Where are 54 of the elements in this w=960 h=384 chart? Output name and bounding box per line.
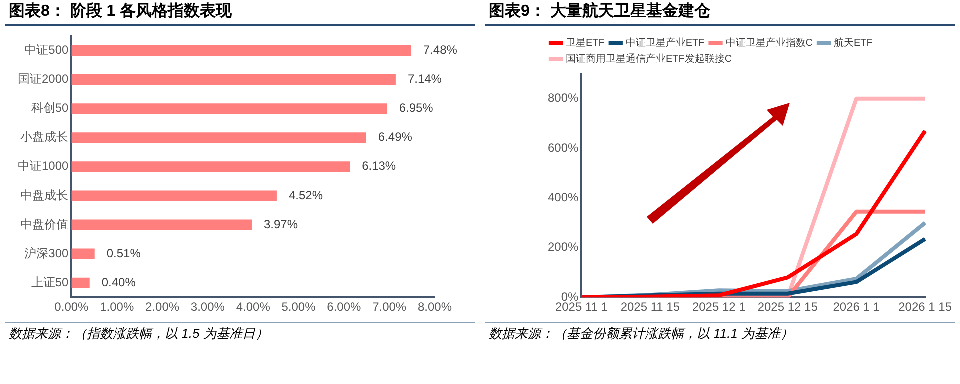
bar: [72, 45, 412, 56]
x-tick-label: 2.00%: [146, 300, 180, 314]
y-tick-label: 200%: [548, 240, 580, 254]
legend-label: 中证卫星产业指数C: [726, 36, 814, 49]
x-tick-label: 2025 12 15: [758, 300, 818, 314]
data-label: 7.14%: [408, 72, 442, 86]
data-label: 4.52%: [288, 188, 324, 202]
y-tick-label: 中盘成长: [20, 188, 69, 202]
x-tick-label: 5.00%: [282, 300, 316, 314]
data-label: 6.13%: [362, 159, 396, 174]
x-tick-label: 7.00%: [372, 300, 407, 314]
bar: [72, 132, 366, 144]
bar: [72, 190, 277, 202]
source-note: 数据来源：（基金份额累计涨跌幅，以 11.1 为基准）: [485, 322, 955, 345]
x-tick-label: 3.00%: [190, 300, 226, 314]
y-tick-label: 400%: [548, 190, 580, 205]
data-label: 6.49%: [378, 130, 413, 144]
chart-title: 图表8： 阶段 1 各风格指数表现: [5, 0, 475, 26]
y-tick-label: 中证500: [24, 43, 70, 58]
legend-label: 卫星ETF: [566, 38, 605, 49]
chart-title: 图表9： 大量航天卫星基金建仓: [485, 0, 955, 26]
bar: [72, 104, 388, 114]
y-tick-label: 中证1000: [18, 159, 70, 174]
y-tick-label: 中盘价值: [20, 217, 69, 232]
data-label: 6.95%: [399, 101, 434, 116]
data-label: 0.51%: [106, 246, 142, 260]
data-label: 3.97%: [264, 217, 298, 232]
x-tick-label: 2025 11 15: [620, 300, 680, 314]
x-tick-label: 1.00%: [100, 300, 134, 314]
x-tick-label: 0.00%: [54, 300, 90, 314]
y-tick-label: 600%: [548, 140, 580, 155]
legend-label: 航天ETF: [834, 36, 873, 49]
x-tick-label: 8.00%: [418, 300, 452, 314]
legend-label: 中证卫星产业ETF: [626, 36, 705, 49]
data-label: 0.40%: [102, 275, 136, 290]
data-label: 7.48%: [423, 43, 458, 58]
bar: [72, 74, 396, 85]
y-tick-label: 国证2000: [18, 72, 70, 86]
x-tick-label: 6.00%: [327, 300, 362, 314]
x-tick-label: 2026 1 1: [833, 300, 880, 314]
x-tick-label: 4.00%: [236, 300, 271, 314]
bar: [72, 278, 90, 288]
source-note: 数据来源：（指数涨跌幅，以 1.5 为基准日）: [5, 322, 475, 345]
bar: [72, 248, 95, 260]
bar: [72, 162, 350, 172]
y-tick-label: 上证50: [31, 275, 70, 290]
y-tick-label: 沪深300: [24, 246, 70, 260]
legend-label: 国证商用卫星通信产业ETF发起联接C: [566, 52, 732, 65]
x-tick-label: 2026 1 15: [898, 300, 952, 314]
y-tick-label: 科创50: [31, 101, 70, 116]
bar: [72, 220, 252, 230]
x-tick-label: 2025 12 1: [692, 300, 746, 314]
y-tick-label: 800%: [548, 91, 580, 106]
y-tick-label: 小盘成长: [20, 130, 69, 144]
